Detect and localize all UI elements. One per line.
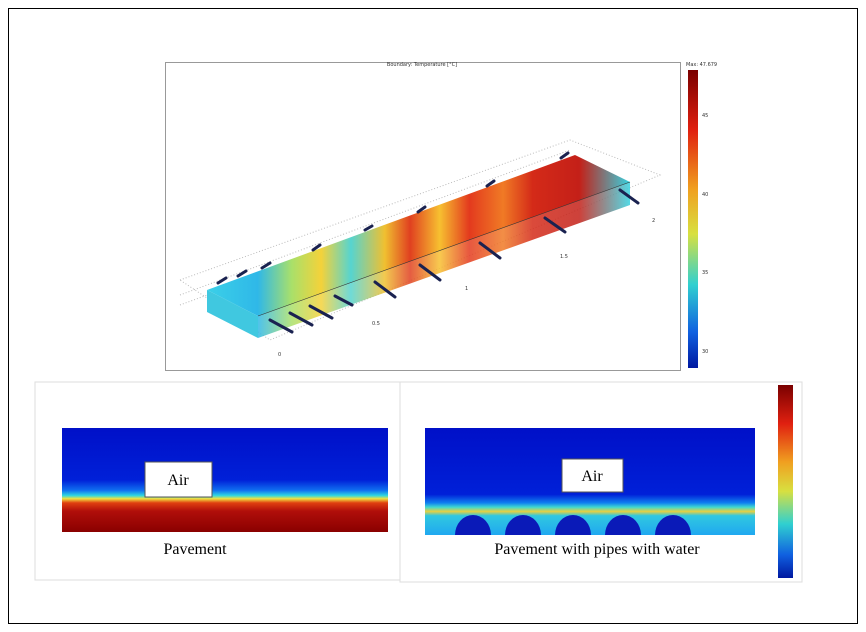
- caption: Pavement with pipes with water: [494, 541, 700, 558]
- air-label: Air: [167, 472, 189, 489]
- colorbar: [778, 385, 793, 578]
- top-title: Boundary: Temperature [°C]: [387, 62, 457, 68]
- max-label: Max: 47.679: [686, 62, 717, 68]
- colorbar-tick: 45: [702, 113, 708, 119]
- air-label: Air: [581, 468, 603, 485]
- axis-label: 1.5: [560, 254, 568, 260]
- caption: Pavement: [163, 541, 227, 558]
- axis-label: 1: [465, 286, 468, 292]
- page: Boundary: Temperature [°C] 0 0.5 1 1.5 2…: [0, 0, 866, 632]
- figure: Boundary: Temperature [°C] 0 0.5 1 1.5 2…: [0, 0, 866, 632]
- axis-label: 0.5: [372, 321, 380, 327]
- axis-label: 0: [278, 352, 281, 358]
- colorbar-tick: 30: [702, 349, 708, 355]
- axis-label: 2: [652, 218, 655, 224]
- colorbar-tick: 40: [702, 192, 708, 198]
- colorbar-tick: 35: [702, 270, 708, 276]
- colorbar: [688, 70, 698, 368]
- pavement-field: [62, 428, 388, 532]
